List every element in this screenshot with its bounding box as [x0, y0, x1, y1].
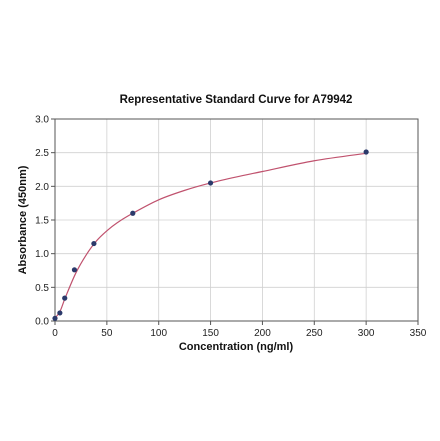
- y-tick-label: 2.0: [35, 182, 49, 193]
- axis-ticks: [51, 118, 419, 325]
- tick-labels: 0 50 100 150 200 250 300 350 0.0 0.5 1.0 1.5 2.0 2.5 3…: [35, 115, 427, 340]
- y-tick-label: 2.5: [35, 148, 49, 159]
- data-points: [52, 149, 369, 321]
- x-tick-label: 50: [101, 328, 113, 339]
- x-tick-label: 200: [254, 328, 271, 339]
- x-tick-label: 150: [202, 328, 219, 339]
- x-tick-label: 300: [358, 328, 375, 339]
- x-tick-label: 100: [150, 328, 167, 339]
- data-point: [52, 315, 58, 321]
- x-tick-label: 350: [410, 328, 427, 339]
- chart-title: Representative Standard Curve for A79942: [120, 94, 353, 106]
- grid-lines: [54, 118, 419, 322]
- data-point: [71, 267, 78, 273]
- y-tick-label: 0.5: [35, 283, 49, 294]
- data-point: [130, 210, 136, 216]
- y-tick-label: 1.5: [35, 216, 49, 227]
- data-point: [57, 310, 63, 316]
- y-tick-label: 0.0: [35, 317, 49, 328]
- fit-curve: [54, 152, 367, 319]
- x-tick-label: 0: [52, 328, 58, 339]
- y-axis-label: Absorbance (450nm): [17, 165, 29, 274]
- data-point: [207, 180, 214, 186]
- data-point: [62, 295, 68, 301]
- x-tick-label: 250: [306, 328, 323, 339]
- data-point: [363, 149, 369, 155]
- y-tick-label: 3.0: [35, 115, 49, 126]
- x-axis-label: Concentration (ng/ml): [179, 341, 294, 353]
- y-tick-label: 1.0: [35, 249, 49, 260]
- data-point: [91, 240, 97, 247]
